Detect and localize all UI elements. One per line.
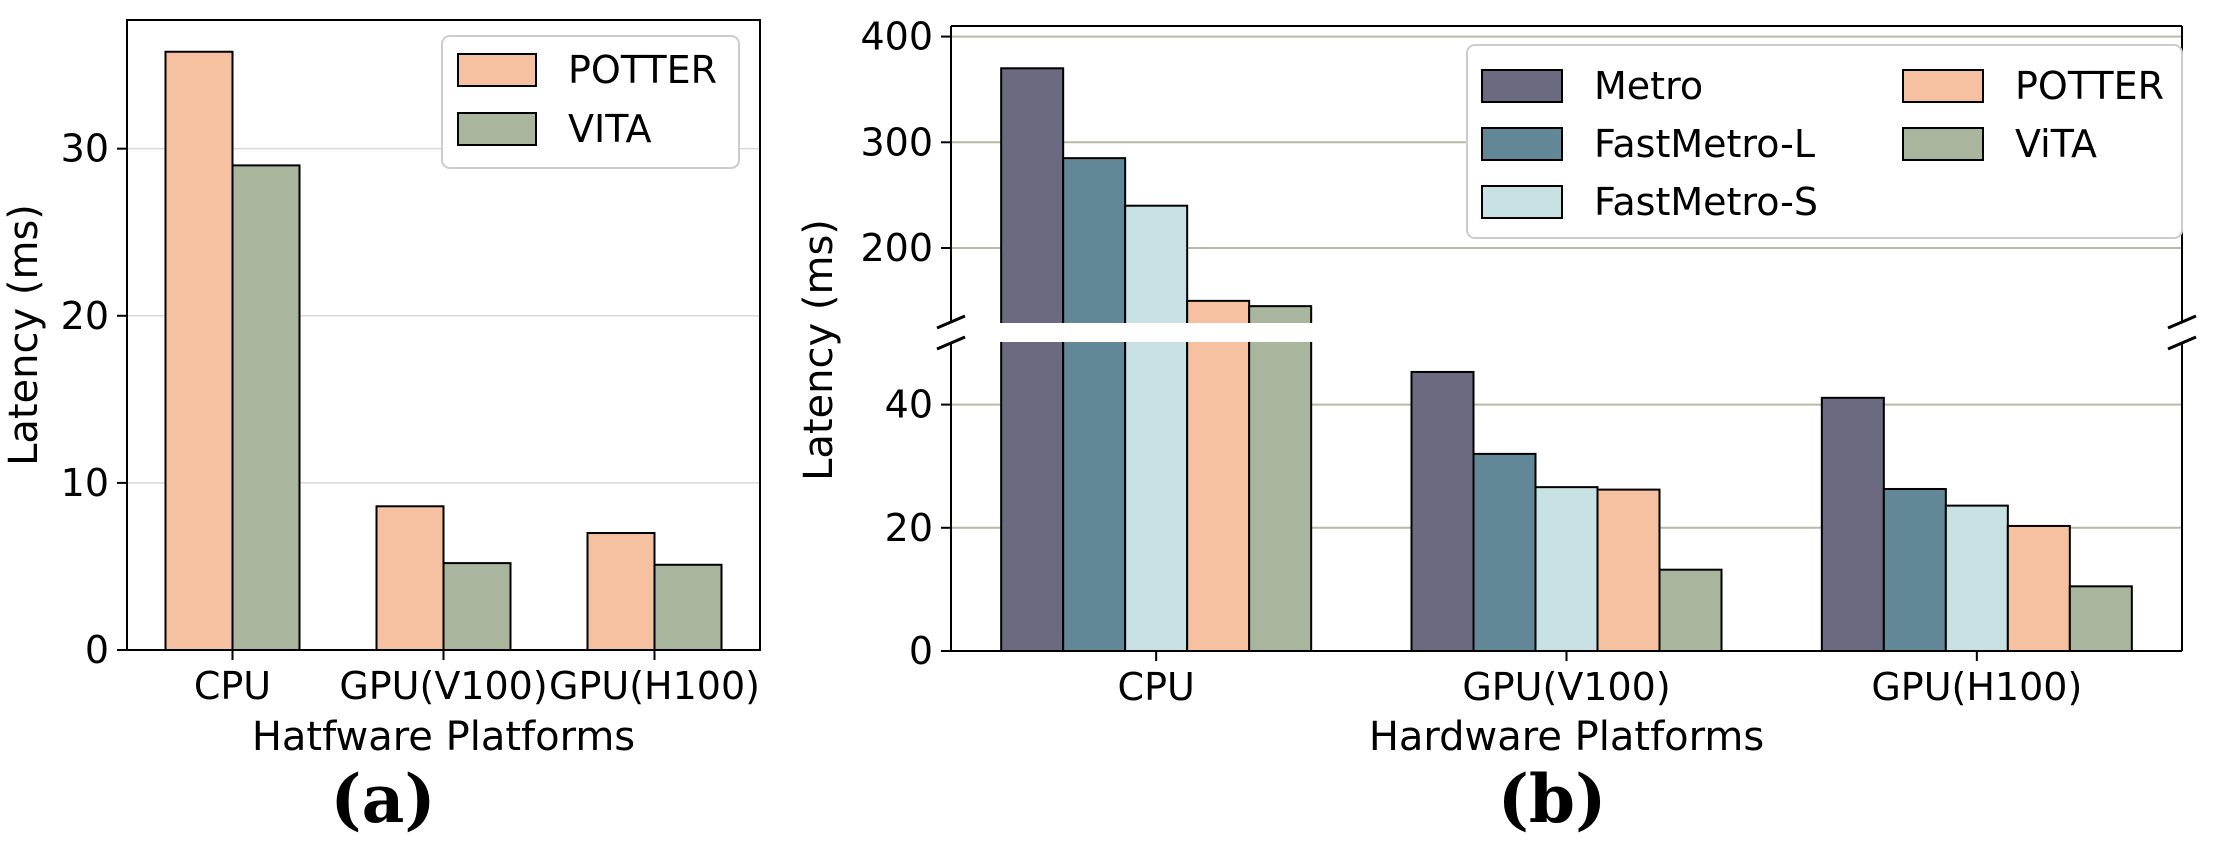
x-tick-label: GPU(V100) <box>339 664 547 708</box>
x-tick-label: GPU(H100) <box>1871 665 2082 709</box>
legend-label-fastmetro-l: FastMetro-L <box>1594 122 1815 166</box>
y-tick-label: 20 <box>885 506 933 550</box>
y-tick-label: 400 <box>860 15 933 59</box>
bar-potter-gpu-h100 <box>586 532 656 651</box>
y-tick-label: 30 <box>61 127 109 171</box>
bar-fastmetro-s-cpu <box>1124 204 1189 652</box>
axis-break-gap <box>952 323 2181 342</box>
bar-fastmetro-l-gpu-h100 <box>1882 487 1947 652</box>
bar-potter-gpu-v100 <box>375 505 445 651</box>
legend-swatch-metro <box>1481 69 1563 103</box>
legend-frame <box>1466 44 2183 239</box>
y-tick-label: 300 <box>860 120 933 164</box>
x-tick-label: GPU(V100) <box>1462 665 1670 709</box>
y-tick-label: 40 <box>885 383 933 427</box>
y-tick-label: 10 <box>61 461 109 505</box>
bar-potter-cpu <box>1186 299 1251 652</box>
bar-metro-gpu-h100 <box>1820 396 1885 652</box>
bar-vita-cpu <box>1248 305 1313 652</box>
legend-label-vita: VITA <box>568 107 651 151</box>
x-tick-label: CPU <box>194 664 271 708</box>
legend-swatch-fastmetro-l <box>1481 127 1563 161</box>
axis-break-mark-left <box>936 335 966 351</box>
x-axis-label: Hatfware Platforms <box>252 714 635 760</box>
bar-potter-gpu-h100 <box>2006 524 2071 653</box>
legend-label-potter: POTTER <box>568 48 717 92</box>
chart-b-latency-by-platform: 0 20 40 200 300 400 CPU GPU(V100) GPU(H100) Hardw… <box>796 15 2197 760</box>
bar-vita-cpu <box>231 164 301 651</box>
plot-frame <box>126 19 761 651</box>
axis-break-mark-right <box>2167 335 2197 351</box>
legend-swatch-vita <box>1902 127 1984 161</box>
y-axis-label: Latency (ms) <box>796 219 842 481</box>
legend-label-vita: ViTA <box>2015 122 2097 166</box>
x-tick-label: GPU(H100) <box>549 664 760 708</box>
legend-swatch-potter <box>1902 69 1984 103</box>
legend-label-metro: Metro <box>1594 64 1703 108</box>
y-tick-label: 20 <box>61 294 109 338</box>
legend-label-potter: POTTER <box>2015 64 2164 108</box>
bar-vita-gpu-v100 <box>1658 568 1723 652</box>
y-tick-label: 200 <box>860 226 933 270</box>
x-axis-label: Hardware Platforms <box>1369 714 1764 760</box>
bar-fastmetro-s-gpu-h100 <box>1944 504 2009 652</box>
bar-metro-gpu-v100 <box>1410 370 1475 652</box>
legend: Metro FastMetro-L FastMetro-S POTTER ViTA <box>1466 44 2183 239</box>
bar-vita-gpu-v100 <box>442 562 512 652</box>
legend-swatch-vita <box>457 112 537 146</box>
bar-vita-gpu-h100 <box>2068 585 2133 653</box>
x-tick-label: CPU <box>1118 665 1195 709</box>
legend-label-fastmetro-s: FastMetro-S <box>1594 180 1818 224</box>
bar-potter-gpu-v100 <box>1596 488 1661 652</box>
bar-vita-gpu-h100 <box>653 563 723 651</box>
y-tick-label: 0 <box>909 629 933 673</box>
bar-potter-cpu <box>164 50 234 651</box>
legend-swatch-fastmetro-s <box>1481 185 1563 219</box>
legend: POTTER VITA <box>441 35 740 169</box>
bar-metro-cpu <box>1000 67 1065 653</box>
legend-swatch-potter <box>457 53 537 87</box>
y-tick-label: 0 <box>85 628 109 672</box>
chart-a-latency-by-platform: 0 10 20 30 CPU GPU(V100) GPU(H100) Hatfware Pla… <box>1 19 761 760</box>
bar-fastmetro-l-gpu-v100 <box>1472 452 1537 652</box>
panel-b-caption: (b) <box>1498 760 1607 838</box>
bar-fastmetro-l-cpu <box>1062 157 1127 652</box>
y-axis-label: Latency (ms) <box>1 204 47 466</box>
axis-break-mark-right <box>2167 314 2197 330</box>
bar-fastmetro-s-gpu-v100 <box>1534 486 1599 653</box>
axis-break-mark-left <box>936 314 966 330</box>
panel-a-caption: (a) <box>330 760 435 838</box>
